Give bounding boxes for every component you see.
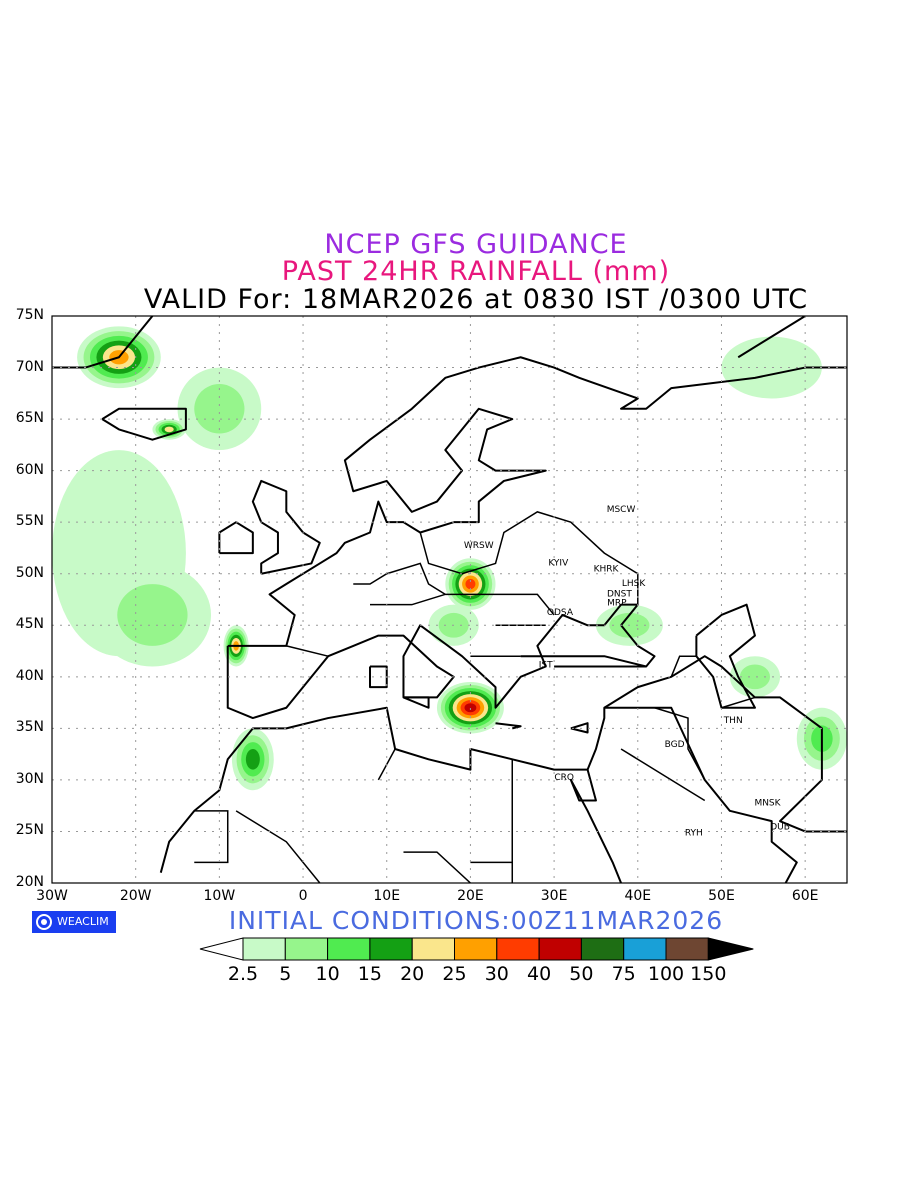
rain-morocco-atlas (245, 748, 260, 770)
lon-tick-label: 60E (791, 888, 819, 904)
initial-conditions: INITIAL CONDITIONS:00Z11MAR2026 (228, 906, 724, 935)
valid-time: VALID For: 18MAR2026 at 0830 IST /0300 U… (143, 284, 809, 315)
colorbar-label: 20 (400, 963, 425, 985)
coastline-segment (369, 665, 388, 689)
city-label: CRO (554, 773, 574, 783)
coastlines (52, 316, 847, 883)
colorbar-label: 5 (279, 963, 292, 985)
rain-carpathians (465, 578, 476, 590)
map-frame (51, 315, 848, 884)
lat-tick-label: 60N (15, 461, 44, 478)
coastline-segment (251, 479, 321, 575)
coastline-segment (520, 655, 647, 668)
colorbar-label: 50 (569, 963, 594, 985)
colorbar-label: 25 (442, 963, 467, 985)
border-segment (620, 748, 706, 802)
city-label: ODSA (547, 608, 574, 618)
lon-tick-label: 20E (457, 888, 484, 904)
lon-tick-label: 0 (298, 888, 308, 904)
weaclim-logo-icon (36, 914, 52, 930)
rain-iceland-south (164, 426, 174, 433)
lon-tick-label: 50E (708, 888, 735, 904)
lat-tick-label: 40N (15, 667, 44, 684)
lat-tick-label: 55N (15, 513, 44, 530)
city-label: KHRK (594, 565, 620, 575)
coastline-segment (226, 603, 656, 720)
city-label: IST (539, 661, 553, 671)
city-label: MRP (607, 599, 627, 609)
border-segment (286, 645, 329, 657)
chart-title: NCEP GFS GUIDANCE (324, 229, 628, 260)
border-segment (370, 593, 555, 616)
coastline-segment (227, 356, 847, 647)
lon-tick-label: 30E (540, 888, 568, 904)
coastline-segment (737, 316, 806, 359)
lat-tick-label: 75N (15, 307, 44, 323)
border-segment (670, 655, 697, 678)
coastline-segment (403, 696, 430, 709)
city-label: MSCW (607, 505, 636, 515)
coastline-segment (495, 722, 522, 730)
colorbar-label: 75 (611, 963, 636, 985)
border-segment (403, 851, 471, 883)
border-segment (654, 707, 706, 781)
border-segment (721, 696, 756, 709)
coastline-segment (159, 706, 622, 883)
lat-tick-label: 45N (15, 616, 44, 633)
lat-tick-label: 30N (15, 770, 44, 787)
colorbar-label: 15 (357, 963, 382, 985)
city-label: MNSK (754, 799, 781, 809)
logo-text: WEACLIM (57, 915, 109, 928)
colorbar-label: 100 (647, 963, 685, 985)
border-segment (353, 562, 446, 595)
grid-lines (52, 316, 847, 883)
lon-tick-label: 10E (373, 888, 401, 904)
lat-tick-label: 25N (15, 822, 44, 839)
rain-norwegian-sea (194, 384, 245, 434)
rain-north-atlantic-band-2 (117, 584, 188, 646)
colorbar-label: 150 (690, 963, 727, 985)
city-label: WRSW (464, 541, 494, 551)
border-segment (419, 511, 639, 605)
lat-tick-label: 70N (15, 358, 44, 375)
coastline-segment (218, 521, 254, 555)
border-segment (194, 810, 229, 864)
city-label: THN (723, 716, 743, 726)
colorbar-label: 10 (315, 963, 340, 985)
lat-tick-label: 20N (15, 874, 44, 890)
rain-caspian-south (739, 664, 771, 690)
colorbar-label: 40 (527, 963, 552, 985)
city-label: DNST (607, 589, 632, 599)
city-label: KYIV (548, 558, 569, 568)
city-label: BGD (665, 740, 685, 750)
coastline-segment (603, 655, 847, 833)
city-label: DUB (770, 822, 790, 832)
colorbar-label: 2.5 (227, 963, 259, 985)
chart-subtitle: PAST 24HR RAINFALL (mm) (281, 256, 671, 287)
rain-ionian-sea (464, 703, 477, 713)
lat-tick-label: 35N (15, 719, 44, 736)
colorbar-label: 30 (484, 963, 509, 985)
coastline-segment (695, 603, 756, 709)
city-label: RYH (685, 829, 703, 839)
city-label: LHSK (622, 579, 646, 589)
lon-tick-label: 20W (119, 888, 152, 904)
lat-tick-label: 65N (15, 410, 44, 427)
coastline-segment (52, 316, 154, 369)
coastline-segment (101, 407, 187, 441)
lon-tick-label: 10W (203, 888, 236, 904)
coastline-segment (570, 722, 589, 734)
lon-tick-label: 30W (36, 888, 68, 904)
lon-tick-label: 40E (624, 888, 652, 904)
lat-tick-label: 50N (15, 564, 44, 581)
border-segment (235, 810, 321, 883)
weaclim-logo: WEACLIM (32, 911, 116, 933)
border-segment (470, 861, 514, 883)
